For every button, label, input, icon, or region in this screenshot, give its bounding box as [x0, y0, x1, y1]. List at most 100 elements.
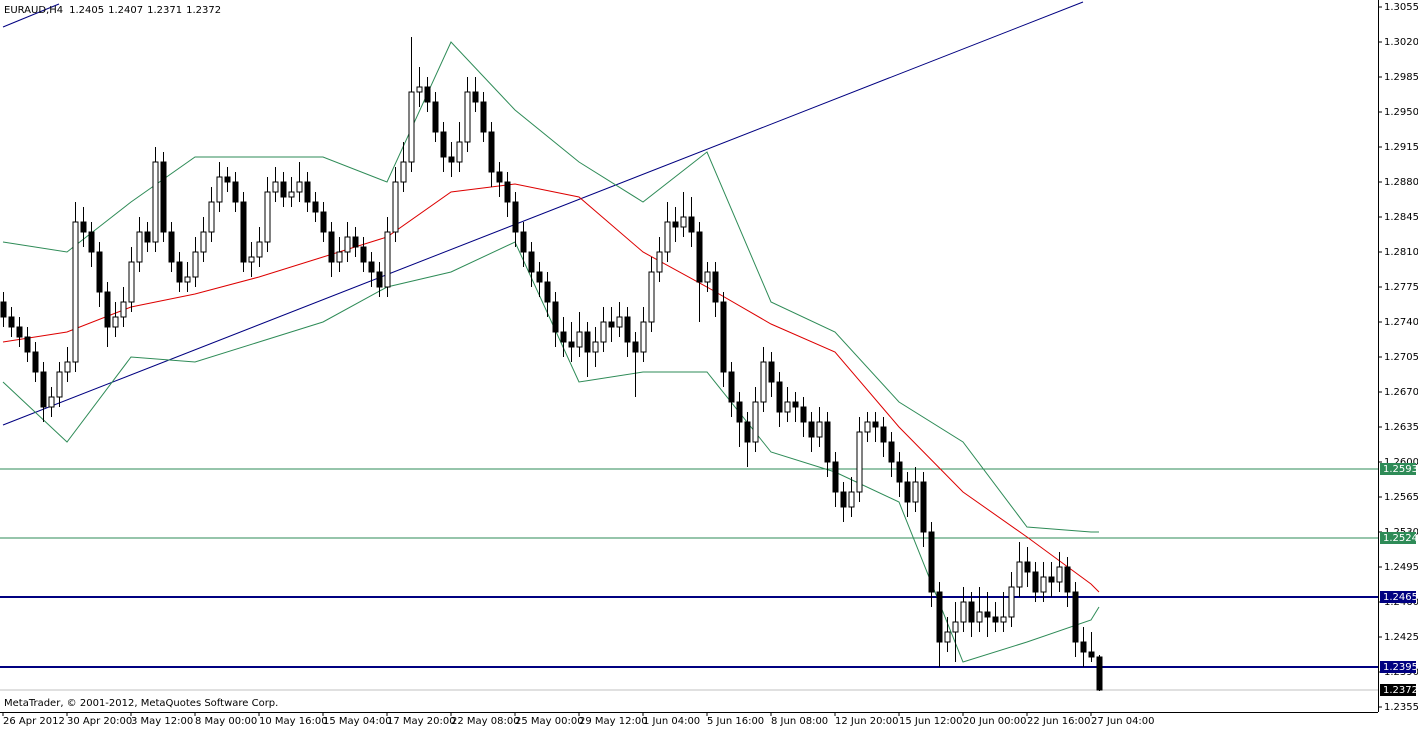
candle-body [192, 251, 199, 278]
candle-body [80, 221, 87, 233]
high: 1.2407 [108, 5, 143, 16]
candle-body [320, 211, 327, 233]
candle-body [760, 361, 767, 403]
y-tick-label: 1.2670 [1384, 387, 1418, 398]
candle-body [952, 621, 959, 633]
candle-body [888, 441, 895, 463]
y-tick-label: 1.2705 [1384, 352, 1418, 363]
candle-body [1056, 566, 1063, 583]
candle-body [328, 231, 335, 263]
y-tick-label: 1.2600 [1384, 457, 1418, 468]
candle-body [768, 361, 775, 383]
candle-body [792, 401, 799, 408]
candle-body [512, 201, 519, 233]
level-label: 1.2372 [1383, 685, 1418, 696]
plot [0, 1, 1378, 691]
candle-body [496, 171, 503, 183]
y-tick-label: 1.2845 [1384, 212, 1418, 223]
candle-body [368, 261, 375, 273]
candle-body [936, 591, 943, 643]
candle-body [688, 216, 695, 233]
candle-body [744, 421, 751, 443]
candle-body [712, 271, 719, 303]
indicator-line [2, 241, 1100, 663]
candle-body [1040, 576, 1047, 593]
candle-body [896, 461, 903, 483]
candle-body [128, 261, 135, 303]
level-label: 1.2395 [1383, 662, 1418, 673]
candle-body [528, 251, 535, 273]
candle-body [624, 316, 631, 343]
candle-body [392, 181, 399, 233]
indicator-line [2, 183, 1100, 593]
candle-body [544, 281, 551, 303]
candle-body [560, 331, 567, 343]
candle-body [584, 331, 591, 353]
symbol: EURAUD,H4 [4, 5, 63, 16]
candle-body [640, 321, 647, 353]
y-tick-label: 1.2740 [1384, 317, 1418, 328]
footer: MetaTrader, © 2001-2012, MetaQuotes Soft… [4, 698, 278, 709]
candle-body [304, 181, 311, 203]
y-tick-label: 1.2950 [1384, 107, 1418, 118]
candle-body [0, 301, 7, 318]
candle-body [168, 231, 175, 263]
level-label-box [1380, 661, 1416, 673]
candle-body [224, 176, 231, 183]
candle-body [312, 201, 319, 213]
candle-body [488, 131, 495, 173]
x-tick-label: 1 Jun 04:00 [643, 716, 700, 727]
candle-body [872, 421, 879, 428]
candle-body [680, 216, 687, 228]
x-tick-label: 15 May 04:00 [323, 716, 392, 727]
level-label-box [1380, 684, 1416, 696]
candle-body [720, 301, 727, 373]
candle-body [976, 611, 983, 623]
candle-body [1008, 586, 1015, 618]
x-tick-label: 27 Jun 04:00 [1091, 716, 1155, 727]
candle-body [440, 131, 447, 158]
candle-body [152, 161, 159, 243]
candle-body [72, 221, 79, 363]
candle-body [664, 221, 671, 253]
open: 1.2405 [69, 5, 104, 16]
candle-body [880, 426, 887, 443]
candle-body [432, 101, 439, 133]
candle-body [424, 86, 431, 103]
candle-body [344, 236, 351, 253]
candle-body [120, 301, 127, 318]
candle-body [472, 91, 479, 103]
trendline [2, 3, 60, 28]
low: 1.2371 [147, 5, 182, 16]
candle-body [136, 231, 143, 263]
candle-body [112, 316, 119, 328]
candle-body [176, 261, 183, 283]
candle-body [448, 156, 455, 163]
x-tick-label: 22 May 08:00 [451, 716, 520, 727]
y-tick-label: 1.2495 [1384, 562, 1418, 573]
x-tick-label: 17 May 20:00 [387, 716, 456, 727]
level-label: 1.2524 [1383, 533, 1418, 544]
candle-body [144, 231, 151, 243]
candle-body [48, 396, 55, 408]
candle-body [32, 351, 39, 373]
x-tick-label: 22 Jun 16:00 [1027, 716, 1091, 727]
y-tick-label: 1.3020 [1384, 37, 1418, 48]
candle-body [504, 181, 511, 203]
candle-body [576, 331, 583, 348]
y-tick-label: 1.2775 [1384, 282, 1418, 293]
candle-body [1096, 656, 1103, 691]
level-label: 1.2465 [1383, 592, 1418, 603]
candle-body [232, 181, 239, 203]
candle-body [216, 176, 223, 203]
candle-body [360, 246, 367, 263]
x-tick-label: 25 May 00:00 [515, 716, 584, 727]
x-tick-label: 8 Jun 08:00 [771, 716, 828, 727]
candle-body [1016, 561, 1023, 588]
candle-body [1032, 571, 1039, 593]
candle-body [1024, 561, 1031, 573]
candle-body [864, 421, 871, 433]
candle-body [384, 231, 391, 288]
candle-body [928, 531, 935, 593]
